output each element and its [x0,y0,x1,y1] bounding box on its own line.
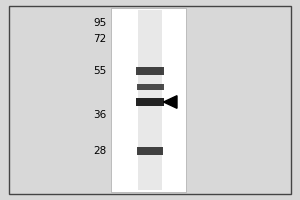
Text: 36: 36 [93,110,106,120]
Bar [136,67,164,75]
Text: 95: 95 [93,18,106,28]
Bar [138,10,162,190]
Text: 28: 28 [93,146,106,156]
Bar [111,8,186,192]
Bar [137,147,163,155]
Text: 55: 55 [93,66,106,76]
Bar [136,98,164,106]
Bar [136,84,164,90]
Text: 72: 72 [93,34,106,44]
Polygon shape [164,96,177,108]
